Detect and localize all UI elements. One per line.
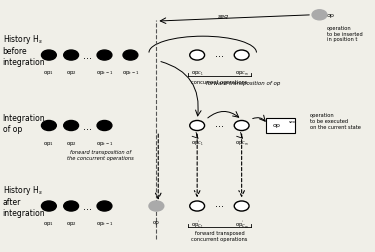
Circle shape bbox=[234, 201, 249, 211]
Text: op: op bbox=[153, 219, 160, 224]
Text: op$_{C_m}$: op$_{C_m}$ bbox=[235, 139, 249, 147]
Text: op: op bbox=[272, 123, 280, 128]
Text: op$_2$: op$_2$ bbox=[66, 219, 76, 227]
Circle shape bbox=[123, 51, 138, 61]
Circle shape bbox=[64, 201, 78, 211]
Text: ...: ... bbox=[215, 118, 224, 129]
Text: seq: seq bbox=[217, 14, 229, 19]
Text: op$_1$: op$_1$ bbox=[44, 219, 54, 227]
Text: Integration
of op: Integration of op bbox=[3, 114, 45, 133]
Circle shape bbox=[149, 201, 164, 211]
Text: op$^{'}_{C_1}$: op$^{'}_{C_1}$ bbox=[190, 219, 204, 230]
Text: ...: ... bbox=[83, 121, 92, 131]
Circle shape bbox=[42, 51, 56, 61]
Circle shape bbox=[64, 51, 78, 61]
Circle shape bbox=[42, 121, 56, 131]
Text: op$_{t-1}$: op$_{t-1}$ bbox=[122, 69, 139, 77]
Circle shape bbox=[97, 51, 112, 61]
Text: op$_{t-1}$: op$_{t-1}$ bbox=[96, 219, 113, 227]
Text: op$_1$: op$_1$ bbox=[44, 69, 54, 77]
Circle shape bbox=[97, 201, 112, 211]
Text: op$_2$: op$_2$ bbox=[66, 69, 76, 77]
Circle shape bbox=[64, 121, 78, 131]
Circle shape bbox=[97, 121, 112, 131]
Text: op$_2$: op$_2$ bbox=[66, 139, 76, 147]
Text: op$_{t-1}$: op$_{t-1}$ bbox=[96, 139, 113, 147]
FancyBboxPatch shape bbox=[267, 119, 295, 133]
Text: operation
to be inserted
in position t: operation to be inserted in position t bbox=[327, 26, 363, 42]
Text: forward transposition of op: forward transposition of op bbox=[206, 80, 280, 85]
Text: ...: ... bbox=[83, 201, 92, 211]
Circle shape bbox=[234, 121, 249, 131]
Text: operation
to be executed
on the current state: operation to be executed on the current … bbox=[310, 113, 361, 129]
Text: History H$_s$
before
integration: History H$_s$ before integration bbox=[3, 33, 45, 66]
Circle shape bbox=[190, 51, 205, 61]
Circle shape bbox=[312, 11, 327, 21]
Text: op$_{t-1}$: op$_{t-1}$ bbox=[96, 69, 113, 77]
Circle shape bbox=[190, 121, 205, 131]
Text: op$^{'}_{C_m}$: op$^{'}_{C_m}$ bbox=[235, 219, 249, 230]
Circle shape bbox=[234, 51, 249, 61]
Text: forward transposition of
the concurrent operations: forward transposition of the concurrent … bbox=[68, 149, 134, 160]
Text: ...: ... bbox=[215, 199, 224, 209]
Text: ...: ... bbox=[215, 48, 224, 58]
Text: op$_{C_1}$: op$_{C_1}$ bbox=[190, 69, 204, 77]
Text: op$_{C_1}$: op$_{C_1}$ bbox=[190, 139, 204, 147]
Circle shape bbox=[190, 201, 205, 211]
Text: ...: ... bbox=[83, 51, 92, 61]
Text: concurrent operations: concurrent operations bbox=[191, 80, 248, 85]
Text: seq: seq bbox=[289, 119, 297, 123]
Text: op$_1$: op$_1$ bbox=[44, 139, 54, 147]
Circle shape bbox=[42, 201, 56, 211]
Text: History H$_s$
after
integration: History H$_s$ after integration bbox=[3, 183, 45, 217]
Text: op$_{C_m}$: op$_{C_m}$ bbox=[235, 69, 249, 77]
Text: op: op bbox=[327, 13, 335, 18]
Text: forward transposed
concurrent operations: forward transposed concurrent operations bbox=[191, 230, 248, 241]
